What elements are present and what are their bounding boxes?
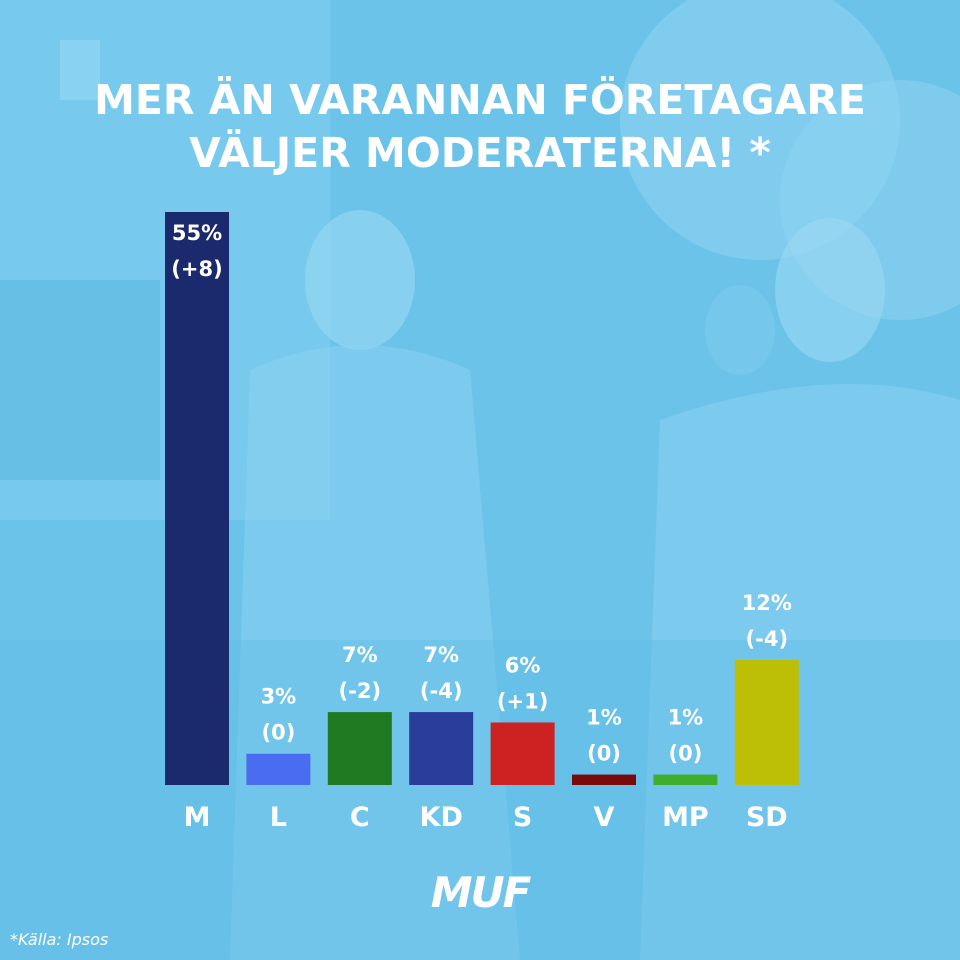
- bar-s: [490, 722, 555, 785]
- change-label-s: (+1): [497, 689, 548, 713]
- category-label-mp: MP: [662, 802, 709, 833]
- bar-kd: [409, 712, 474, 785]
- change-label-m: (+8): [171, 257, 222, 281]
- title-line-2: VÄLJER MODERATERNA! *: [189, 129, 771, 177]
- chart-title: MER ÄN VARANNAN FÖRETAGARE VÄLJER MODERA…: [0, 74, 960, 180]
- value-label-v: 1%: [586, 706, 622, 730]
- change-label-mp: (0): [668, 742, 702, 766]
- value-label-c: 7%: [342, 643, 378, 667]
- value-label-l: 3%: [261, 685, 297, 709]
- change-label-l: (0): [261, 721, 295, 745]
- value-label-mp: 1%: [668, 706, 704, 730]
- bar-v: [572, 774, 636, 785]
- category-label-l: L: [270, 802, 287, 833]
- value-label-s: 6%: [505, 653, 541, 677]
- value-label-sd: 12%: [742, 591, 792, 615]
- change-label-v: (0): [587, 742, 621, 766]
- title-line-1: MER ÄN VARANNAN FÖRETAGARE: [94, 76, 866, 124]
- category-label-m: M: [184, 802, 211, 833]
- bar-mp: [653, 774, 718, 785]
- category-label-c: C: [350, 802, 370, 833]
- category-label-s: S: [513, 802, 532, 833]
- value-label-m: 55%: [172, 221, 222, 245]
- change-label-kd: (-4): [420, 679, 463, 703]
- bar-l: [246, 753, 311, 785]
- bar-sd: [734, 659, 799, 785]
- category-label-sd: SD: [746, 802, 788, 833]
- change-label-sd: (-4): [746, 627, 789, 651]
- muf-logo: MUF: [430, 868, 532, 917]
- value-label-kd: 7%: [423, 643, 459, 667]
- source-note: *Källa: Ipsos: [10, 930, 109, 949]
- bar-c: [327, 712, 392, 785]
- category-label-kd: KD: [420, 802, 463, 833]
- change-label-c: (-2): [339, 679, 382, 703]
- bar-m: [165, 212, 229, 785]
- category-label-v: V: [594, 802, 615, 833]
